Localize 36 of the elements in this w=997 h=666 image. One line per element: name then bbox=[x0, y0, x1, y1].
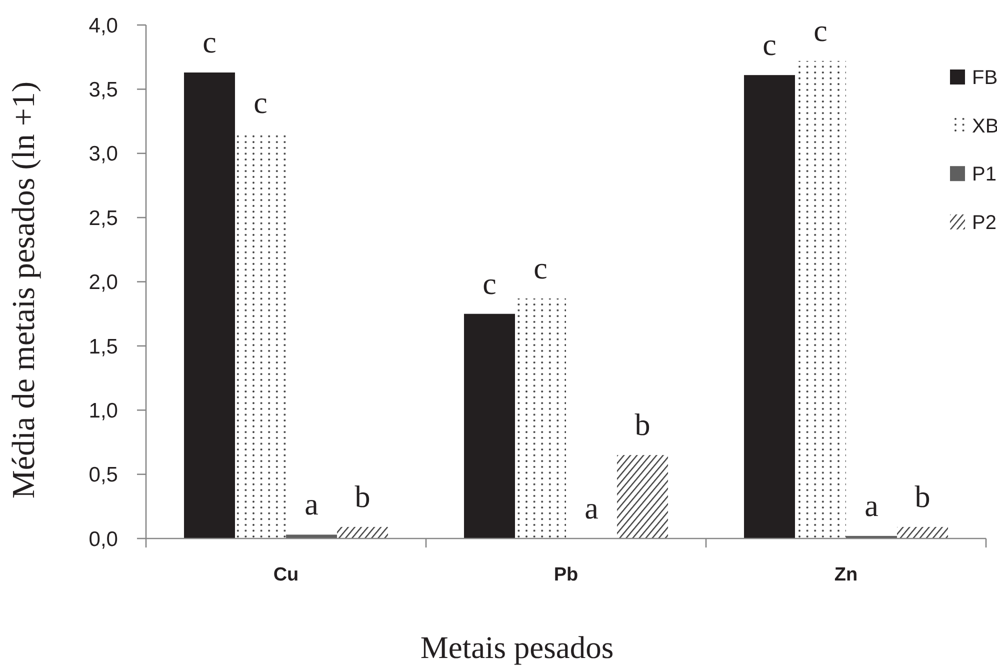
data-label: a bbox=[584, 490, 599, 526]
x-tick-label: Zn bbox=[834, 564, 858, 586]
data-label: c bbox=[814, 12, 828, 48]
data-label: a bbox=[864, 488, 879, 523]
y-tick-label: 3,5 bbox=[88, 78, 118, 102]
data-label: b bbox=[354, 478, 370, 514]
data-label: c bbox=[762, 27, 776, 62]
y-tick-label: 4,0 bbox=[88, 14, 118, 38]
y-tick-label: 3,0 bbox=[88, 142, 118, 166]
y-tick-label: 1,5 bbox=[88, 335, 118, 358]
bar bbox=[897, 526, 948, 538]
data-label: c bbox=[202, 24, 216, 60]
legend-label: FB bbox=[972, 67, 997, 89]
bar bbox=[464, 314, 515, 538]
data-label: c bbox=[482, 266, 496, 301]
x-axis-title: Metais pesados bbox=[420, 630, 614, 665]
bar bbox=[184, 72, 235, 538]
y-axis-title: Média de metais pesados (ln +1) bbox=[5, 81, 41, 499]
data-label: c bbox=[254, 84, 268, 120]
y-tick-label: 0,0 bbox=[88, 528, 118, 551]
x-tick-label: Cu bbox=[273, 564, 299, 586]
bar bbox=[337, 526, 388, 538]
y-tick-label: 2,0 bbox=[88, 271, 118, 294]
data-label: b bbox=[914, 478, 930, 514]
data-label: b bbox=[634, 407, 650, 442]
legend-label: P2 bbox=[972, 212, 996, 234]
x-tick-label: Pb bbox=[554, 564, 578, 586]
y-tick-label: 2,5 bbox=[88, 206, 118, 230]
y-tick-label: 1,0 bbox=[88, 399, 118, 422]
bar bbox=[286, 534, 337, 538]
data-label: c bbox=[534, 250, 548, 286]
legend-label: P1 bbox=[972, 164, 996, 186]
bar bbox=[744, 75, 795, 538]
data-label: a bbox=[304, 486, 319, 522]
bar bbox=[617, 455, 668, 538]
y-tick-label: 0,5 bbox=[88, 464, 118, 487]
